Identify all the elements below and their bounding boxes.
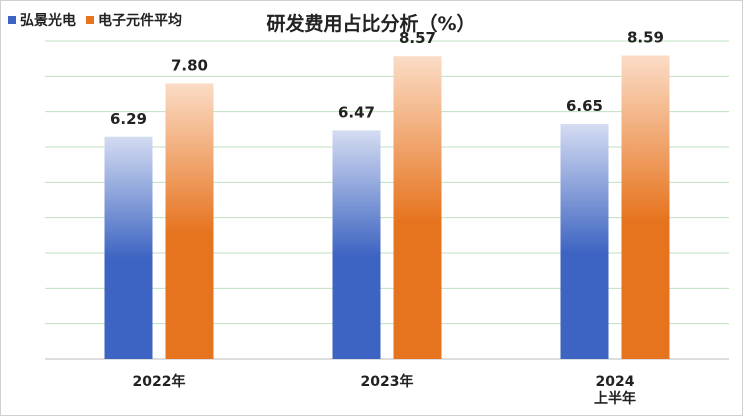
bar-series-1 <box>332 130 381 359</box>
category-label: 2023年 <box>361 373 414 390</box>
value-label: 6.65 <box>566 97 603 115</box>
value-label: 7.80 <box>171 56 208 74</box>
bar-series-2 <box>393 56 442 360</box>
value-label: 6.47 <box>338 103 375 121</box>
bar-series-2 <box>621 55 670 360</box>
legend-label: 电子元件平均 <box>98 12 182 29</box>
chart-title: 研发费用占比分析（%） <box>266 12 475 35</box>
value-label: 8.59 <box>627 28 664 46</box>
bar-series-1 <box>104 136 153 359</box>
bar-series-1 <box>560 124 609 360</box>
bar-series-2 <box>165 83 214 360</box>
gridlines <box>45 40 729 360</box>
value-label: 6.29 <box>110 110 147 128</box>
legend-label: 弘景光电 <box>20 12 76 29</box>
category-label: 2024 <box>596 374 635 390</box>
value-labels: 6.29 7.80 6.47 8.57 6.65 8.59 <box>110 28 664 127</box>
category-label: 2022年 <box>133 373 186 390</box>
category-label: 上半年 <box>594 390 636 407</box>
legend: 弘景光电 电子元件平均 <box>8 12 182 29</box>
bars <box>104 55 670 360</box>
legend-swatch <box>86 16 94 24</box>
legend-swatch <box>8 16 16 24</box>
value-label: 8.57 <box>399 29 436 47</box>
